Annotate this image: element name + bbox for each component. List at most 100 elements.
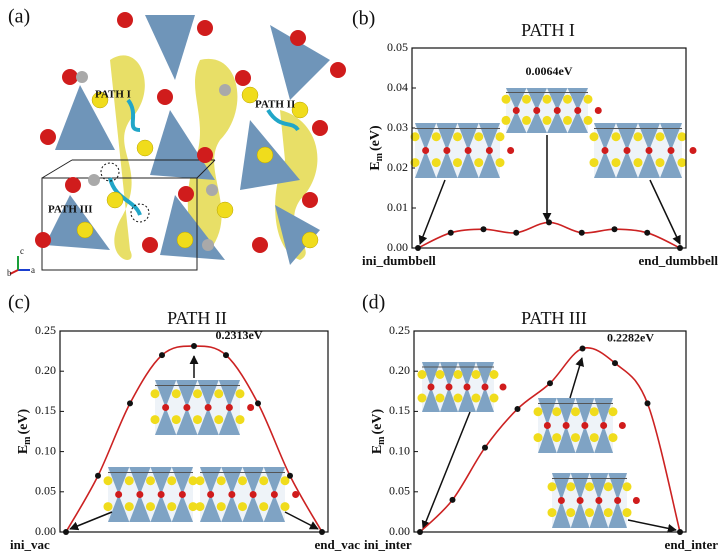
atom: [472, 394, 481, 403]
atom: [465, 147, 472, 154]
atom: [104, 476, 113, 485]
data-point: [63, 529, 69, 535]
atom: [584, 95, 593, 104]
unit-cell: [42, 160, 72, 178]
atom: [619, 422, 626, 429]
atom: [432, 158, 441, 167]
atom: [205, 404, 212, 411]
atom: [604, 508, 613, 517]
atom: [581, 422, 588, 429]
atom: [558, 497, 565, 504]
data-point: [515, 406, 521, 412]
atom: [453, 132, 462, 141]
panel-label: (a): [8, 6, 30, 28]
atom: [595, 107, 602, 114]
data-point: [448, 230, 454, 236]
y-tick-label: 0.04: [387, 80, 408, 94]
atom: [428, 384, 435, 391]
path-label: PATH I: [95, 89, 131, 101]
atom: [162, 404, 169, 411]
atom: [595, 497, 602, 504]
atom: [522, 95, 531, 104]
data-point: [223, 352, 229, 358]
x-tick-label: end_dumbbell: [639, 253, 719, 268]
atom: [600, 422, 607, 429]
atom: [552, 433, 561, 442]
atom: [436, 394, 445, 403]
atom: [604, 482, 613, 491]
structure-inset: [151, 380, 255, 435]
y-tick-label: 0.20: [389, 363, 410, 377]
atom: [217, 476, 226, 485]
y-tick-label: 0.15: [389, 403, 410, 417]
atom: [281, 502, 290, 511]
data-point: [481, 226, 487, 232]
atom: [247, 404, 254, 411]
atom: [690, 147, 697, 154]
atom: [486, 147, 493, 154]
value-label: 0.0064eV: [526, 64, 573, 78]
y-tick-label: 0.05: [387, 40, 408, 54]
y-tick-label: 0.03: [387, 120, 408, 134]
atom: [490, 370, 499, 379]
atom: [172, 389, 181, 398]
arrow: [650, 180, 680, 244]
panel-label: (b): [352, 8, 375, 30]
atom: [196, 476, 205, 485]
y-tick-label: 0.01: [387, 200, 408, 214]
atom: [513, 107, 520, 114]
atom: [167, 502, 176, 511]
atom: [656, 132, 665, 141]
atom: [571, 407, 580, 416]
atom: [678, 158, 687, 167]
atom: [548, 482, 557, 491]
figure: (a) PATH I PATH II PATH III b c a 0.00 0.…: [0, 0, 719, 556]
atom: [472, 370, 481, 379]
atom: [490, 394, 499, 403]
axis-glyph-label: a: [31, 265, 35, 275]
atom: [623, 482, 632, 491]
y-axis-label: Em(eV): [368, 125, 385, 171]
atom: [172, 415, 181, 424]
arrow: [285, 512, 318, 529]
atom: [602, 147, 609, 154]
tetrahedron: [145, 15, 195, 80]
atom: [432, 132, 441, 141]
atom: [136, 491, 143, 498]
data-point: [127, 400, 133, 406]
atom: [454, 370, 463, 379]
atom: [563, 422, 570, 429]
atom: [502, 95, 511, 104]
data-point: [612, 360, 618, 366]
structure-inset: [411, 123, 515, 178]
atom: [453, 158, 462, 167]
atom: [217, 502, 226, 511]
arrow: [570, 358, 582, 398]
data-point: [644, 230, 650, 236]
structure-panel: (a) PATH I PATH II PATH III b c a: [7, 6, 346, 278]
y-tick-label: 0.20: [35, 363, 56, 377]
atom: [612, 132, 621, 141]
data-point: [677, 245, 683, 251]
atom: [500, 384, 507, 391]
y-axis-label: Em(eV): [16, 408, 33, 454]
atom: [151, 389, 160, 398]
atom: [566, 482, 575, 491]
atom: [436, 370, 445, 379]
y-axis-label-part: (eV): [370, 408, 385, 434]
y-tick-label: 0.15: [35, 403, 56, 417]
arrow: [423, 412, 470, 529]
data-point: [612, 226, 618, 232]
atom: [236, 389, 245, 398]
atom: [214, 415, 223, 424]
axis-glyph-label: b: [7, 268, 12, 278]
data-point: [645, 400, 651, 406]
y-tick-label: 0.00: [35, 524, 56, 538]
atom: [584, 116, 593, 125]
atom: [585, 508, 594, 517]
atom: [566, 508, 575, 517]
data-point: [417, 529, 423, 535]
atom: [158, 491, 165, 498]
y-tick-label: 0.00: [389, 524, 410, 538]
atom: [614, 497, 621, 504]
